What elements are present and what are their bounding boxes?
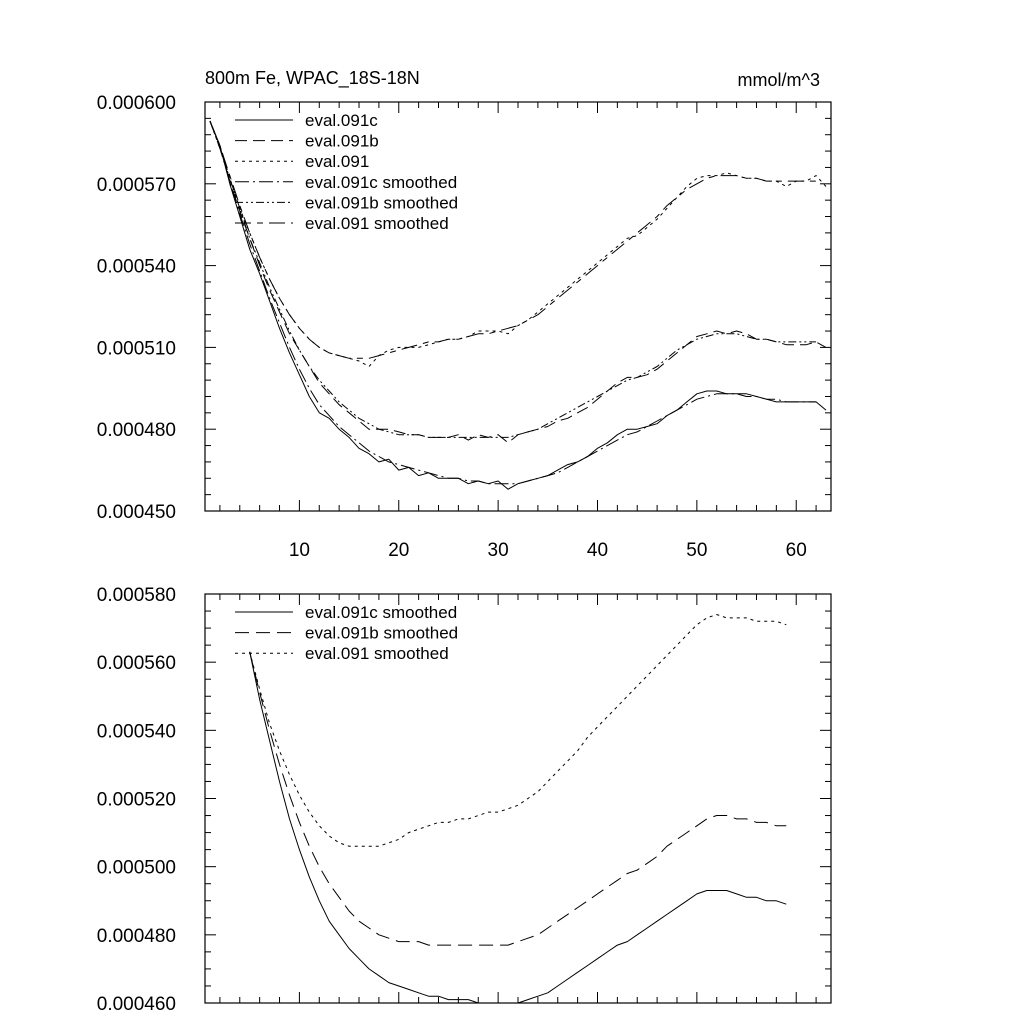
y-tick-label: 0.000580 (97, 585, 176, 606)
series-line-top-3 (209, 120, 817, 485)
x-tick-label: 60 (786, 540, 807, 561)
legend-label: eval.091 (305, 152, 369, 171)
legend-label: eval.091c (305, 111, 378, 130)
series-line-bottom-0 (249, 651, 787, 1004)
legend-label: eval.091 smoothed (305, 214, 449, 233)
y-tick-label: 0.000560 (97, 653, 176, 674)
y-tick-label: 0.000510 (97, 338, 176, 359)
x-tick-label: 40 (587, 540, 608, 561)
series-line-top-0 (209, 120, 827, 490)
series-line-top-4 (209, 120, 817, 438)
legend-label: eval.091b smoothed (305, 193, 458, 212)
y-tick-label: 0.000450 (97, 502, 176, 523)
series-line-top-2 (209, 120, 827, 367)
y-tick-label: 0.000460 (97, 994, 176, 1015)
series-line-top-5 (209, 120, 817, 359)
plot-frame (204, 101, 832, 512)
x-tick-label: 50 (686, 540, 707, 561)
top-panel-title: 800m Fe, WPAC_18S-18N (205, 68, 420, 89)
top-panel-units: mmol/m^3 (738, 70, 820, 90)
y-tick-label: 0.000570 (97, 175, 176, 196)
y-tick-label: 0.000600 (97, 93, 176, 114)
legend-label: eval.091b smoothed (305, 624, 458, 643)
y-tick-label: 0.000500 (97, 858, 176, 879)
series-line-top-1 (209, 120, 827, 444)
top-panel-plot: 10 20 30 40 50 60 0.000450 0.000480 0.000510 0.00… (97, 93, 832, 561)
y-tick-label: 0.000540 (97, 721, 176, 742)
x-tick-label: 10 (289, 540, 310, 561)
legend-label: eval.091c smoothed (305, 603, 457, 622)
y-tick-label: 0.000480 (97, 420, 176, 441)
x-tick-label: 30 (488, 540, 509, 561)
y-tick-label: 0.000480 (97, 926, 176, 947)
y-tick-label: 0.000540 (97, 257, 176, 278)
series-line-bottom-1 (249, 651, 787, 946)
legend-label: eval.091c smoothed (305, 173, 457, 192)
bottom-panel: 0.000460 0.000480 0.000500 0.000520 0.000540… (97, 585, 832, 1015)
bottom-panel-plot: 0.000460 0.000480 0.000500 0.000520 0.000540… (97, 585, 832, 1015)
y-tick-label: 0.000520 (97, 790, 176, 811)
top-panel: 800m Fe, WPAC_18S-18N mmol/m^3 10 20 30 40 5… (97, 68, 832, 561)
x-tick-label: 20 (388, 540, 409, 561)
plot-frame (204, 593, 832, 1004)
legend-label: eval.091 smoothed (305, 644, 449, 663)
legend-label: eval.091b (305, 132, 379, 151)
